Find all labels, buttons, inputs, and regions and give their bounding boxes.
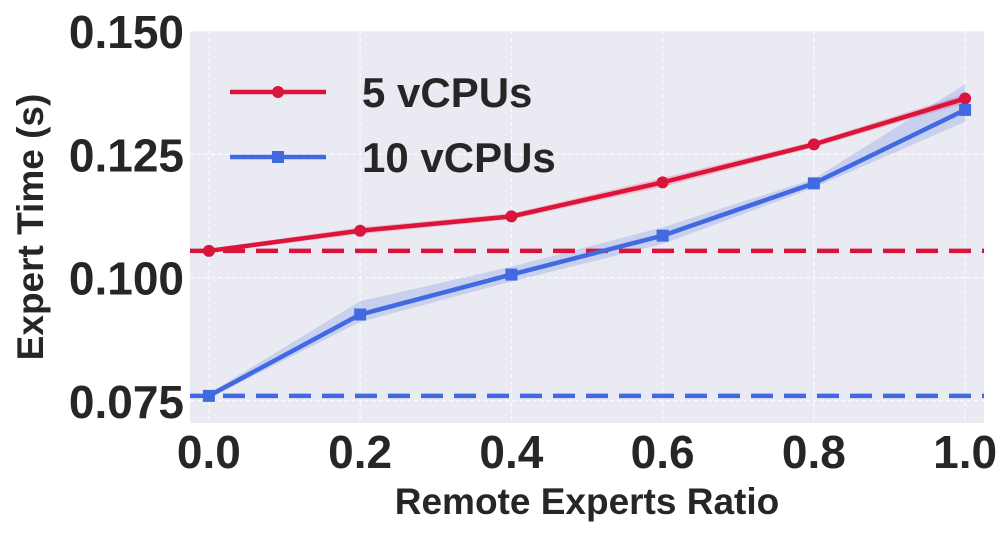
series-2-point xyxy=(354,308,367,321)
series-markers xyxy=(202,92,972,402)
legend-swatch-marker xyxy=(272,151,284,163)
series-lines xyxy=(207,96,967,398)
series-1-point xyxy=(505,210,518,223)
series-2-point xyxy=(959,103,972,116)
y-axis-label: Expert Time (s) xyxy=(10,94,51,361)
series-1-point xyxy=(354,224,367,237)
legend-label: 10 vCPUs xyxy=(362,134,556,181)
series-2-point xyxy=(656,229,669,242)
x-tick-label: 1.0 xyxy=(933,426,996,478)
y-tick-label: 0.125 xyxy=(69,129,184,181)
x-tick-label: 0.0 xyxy=(177,426,241,478)
x-tick-labels: 0.0 0.2 0.4 0.6 0.8 1.0 xyxy=(177,426,996,478)
y-tick-label: 0.075 xyxy=(69,376,184,428)
series-2-line xyxy=(207,107,967,398)
series-1-point xyxy=(807,138,820,151)
x-axis-label: Remote Experts Ratio xyxy=(395,481,780,522)
series-2-point xyxy=(807,177,820,190)
legend-swatch-marker xyxy=(272,86,284,98)
series-1-point xyxy=(959,92,972,105)
x-tick-label: 0.8 xyxy=(782,426,846,478)
x-tick-label: 0.4 xyxy=(479,426,543,478)
x-tick-label: 0.2 xyxy=(328,426,392,478)
series-1-line xyxy=(208,96,966,254)
baseline-lines xyxy=(190,248,984,399)
x-tick-label: 0.6 xyxy=(631,426,695,478)
series-2-point xyxy=(202,389,215,402)
y-tick-label: 0.100 xyxy=(69,253,184,305)
series-1-point xyxy=(202,244,215,257)
y-tick-labels: 0.075 0.100 0.125 0.150 xyxy=(69,6,184,428)
plot-background xyxy=(190,31,984,423)
series-2-point xyxy=(505,268,518,281)
legend: 5 vCPUs 10 vCPUs xyxy=(230,69,556,181)
legend-label: 5 vCPUs xyxy=(362,69,532,116)
series-1-point xyxy=(656,176,669,189)
y-tick-label: 0.150 xyxy=(69,6,184,58)
